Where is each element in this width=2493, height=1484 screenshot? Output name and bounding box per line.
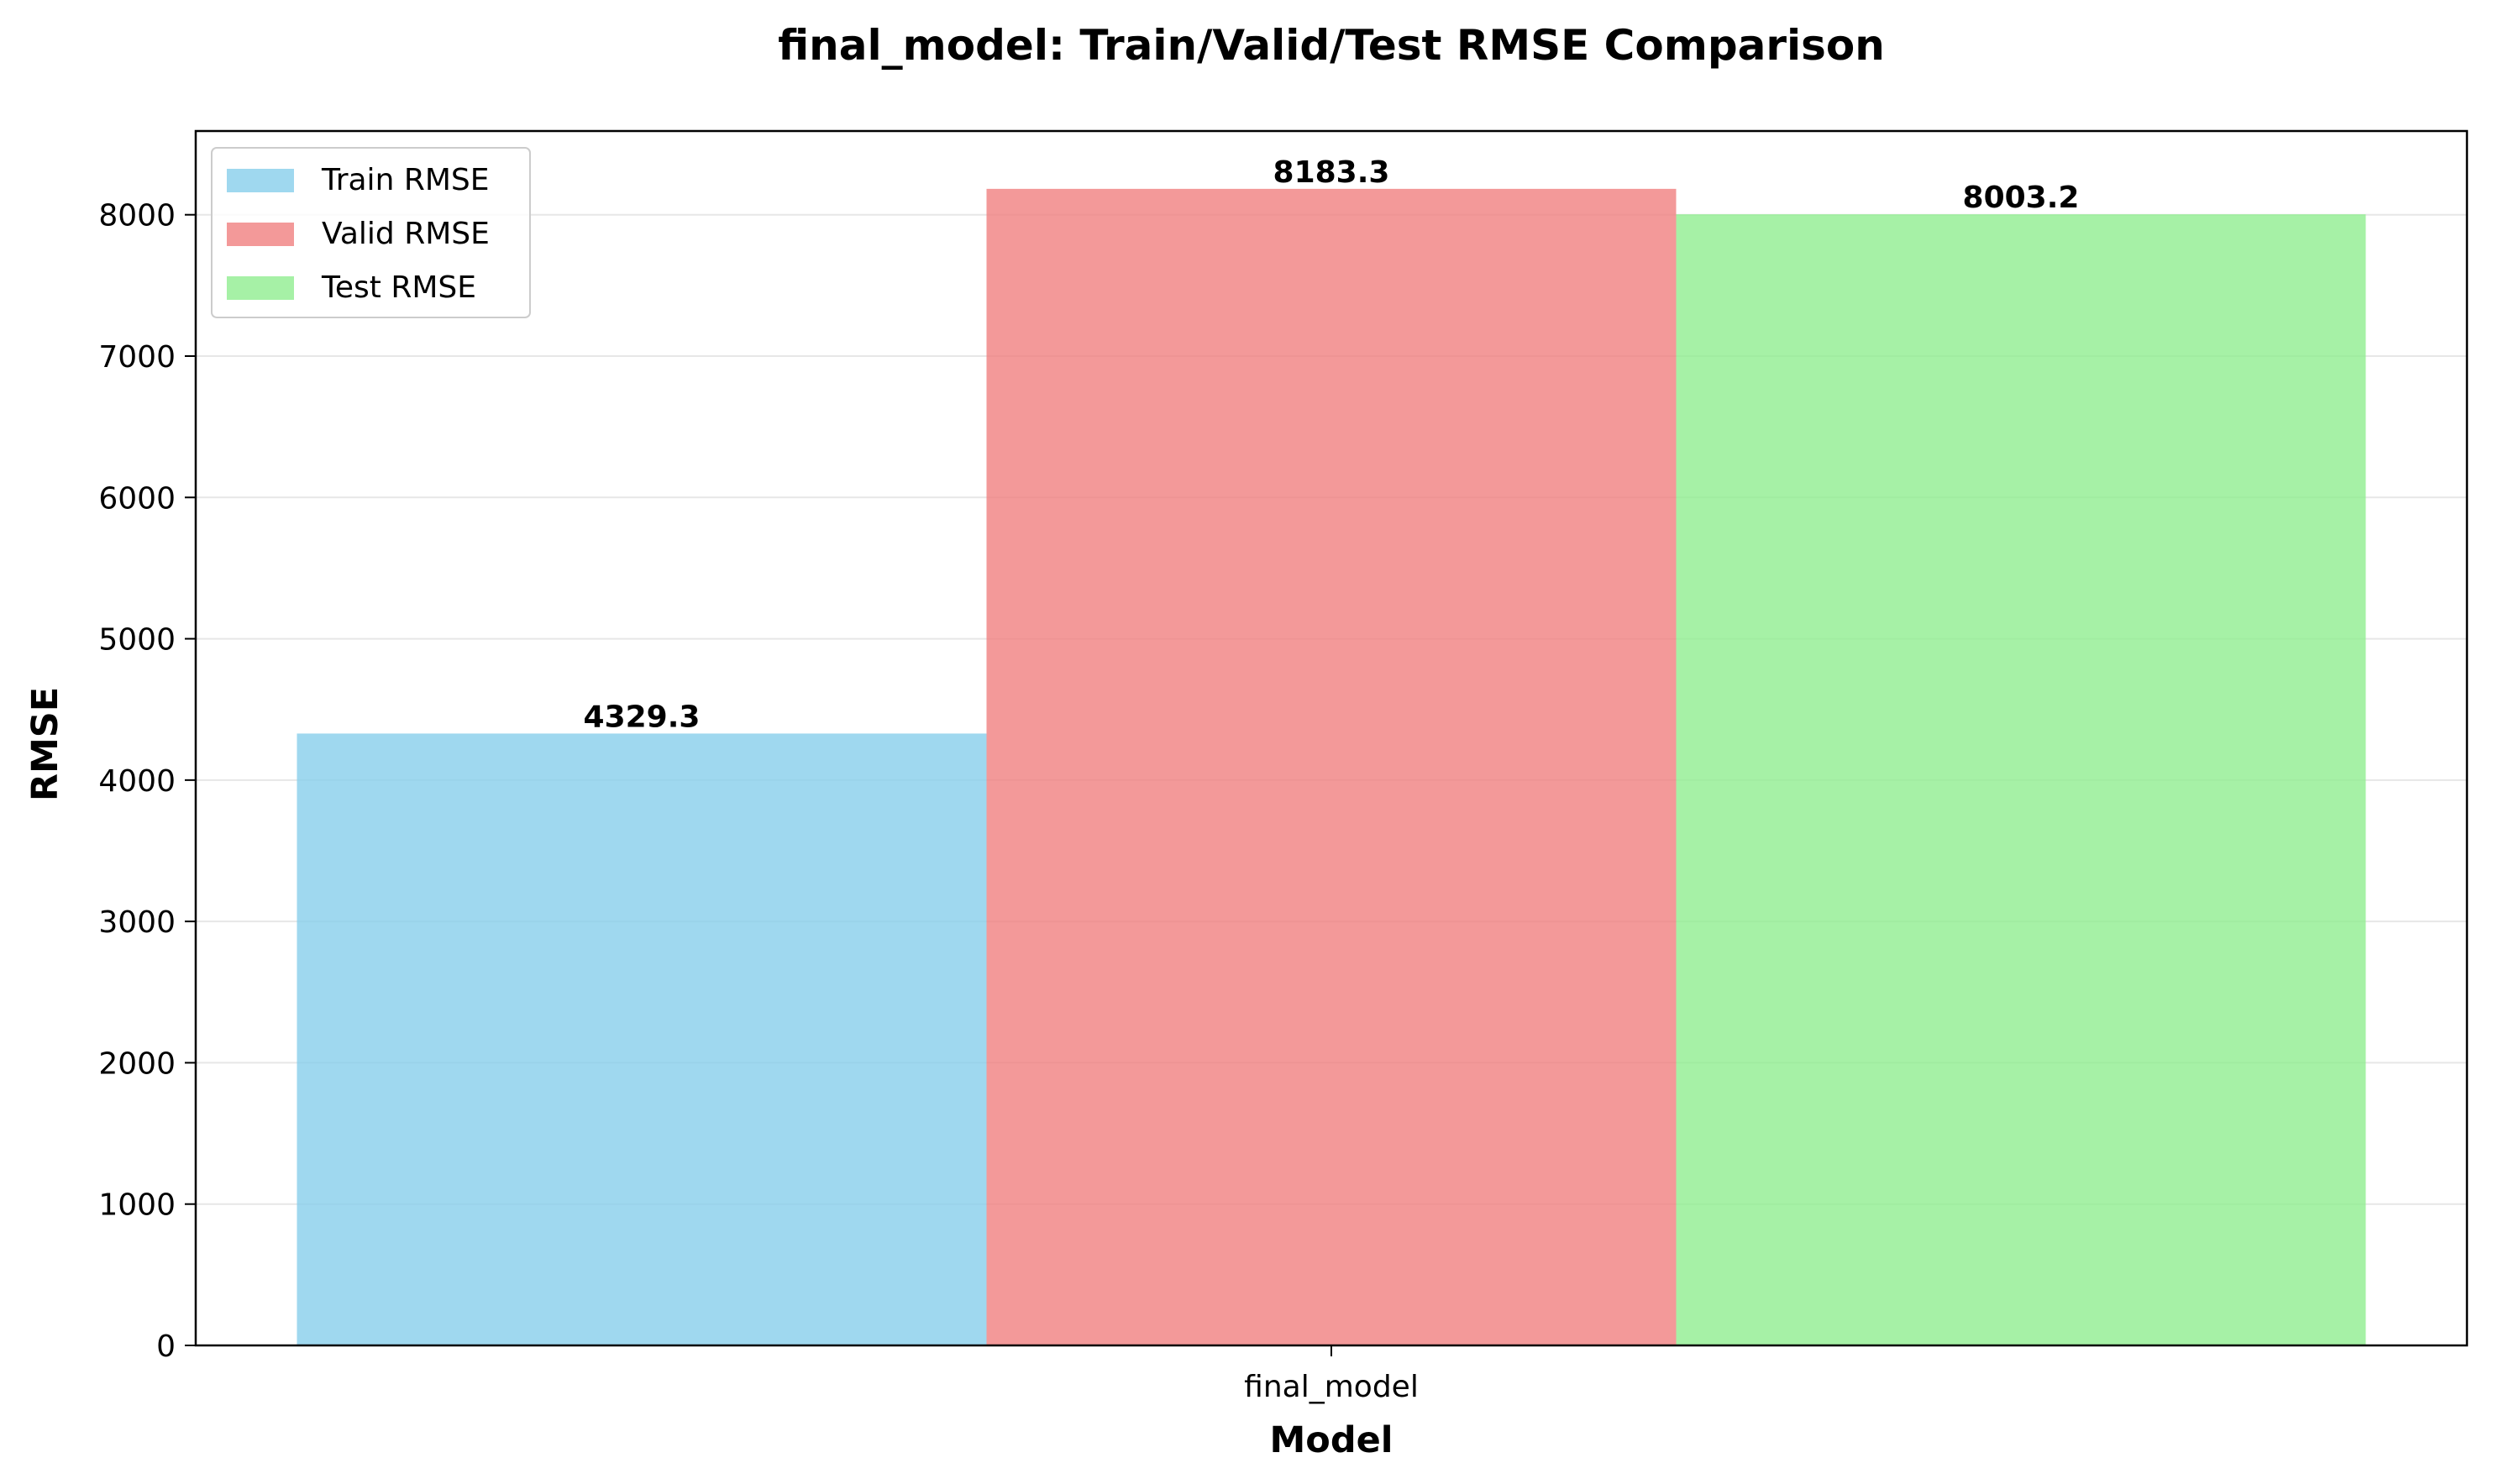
bar-test-rmse <box>1676 214 2366 1345</box>
bars <box>297 188 2366 1345</box>
legend-label: Valid RMSE <box>322 217 490 251</box>
legend-swatch <box>227 276 294 300</box>
chart-title: final_model: Train/Valid/Test RMSE Compa… <box>778 21 1885 70</box>
y-tick-label: 4000 <box>98 764 176 799</box>
y-tick-label: 2000 <box>98 1046 176 1081</box>
data-label: 8003.2 <box>1963 181 2080 215</box>
y-axis: 0 1000 2000 3000 4000 5000 6000 7000 8000 <box>98 199 196 1364</box>
y-tick-label: 8000 <box>98 199 176 233</box>
x-axis: final_model <box>1244 1345 1419 1404</box>
x-axis-label: Model <box>1269 1419 1393 1461</box>
legend-swatch <box>227 169 294 192</box>
y-tick-label: 6000 <box>98 481 176 516</box>
legend: Train RMSE Valid RMSE Test RMSE <box>211 147 531 318</box>
legend-swatch <box>227 223 294 246</box>
y-axis-label: RMSE <box>24 687 66 801</box>
y-tick-label: 0 <box>156 1329 176 1364</box>
y-tick-label: 3000 <box>98 905 176 940</box>
legend-label: Train RMSE <box>321 163 490 197</box>
x-tick-label: final_model <box>1244 1370 1419 1404</box>
y-tick-label: 5000 <box>98 623 176 658</box>
bar-valid-rmse <box>986 188 1677 1345</box>
y-tick-label: 1000 <box>98 1188 176 1223</box>
data-label: 8183.3 <box>1273 155 1390 190</box>
data-labels: 4329.3 8183.3 8003.2 <box>584 155 2080 735</box>
legend-label: Test RMSE <box>321 270 476 305</box>
y-tick-label: 7000 <box>98 340 176 375</box>
bar-train-rmse <box>297 733 987 1345</box>
data-label: 4329.3 <box>584 700 701 734</box>
